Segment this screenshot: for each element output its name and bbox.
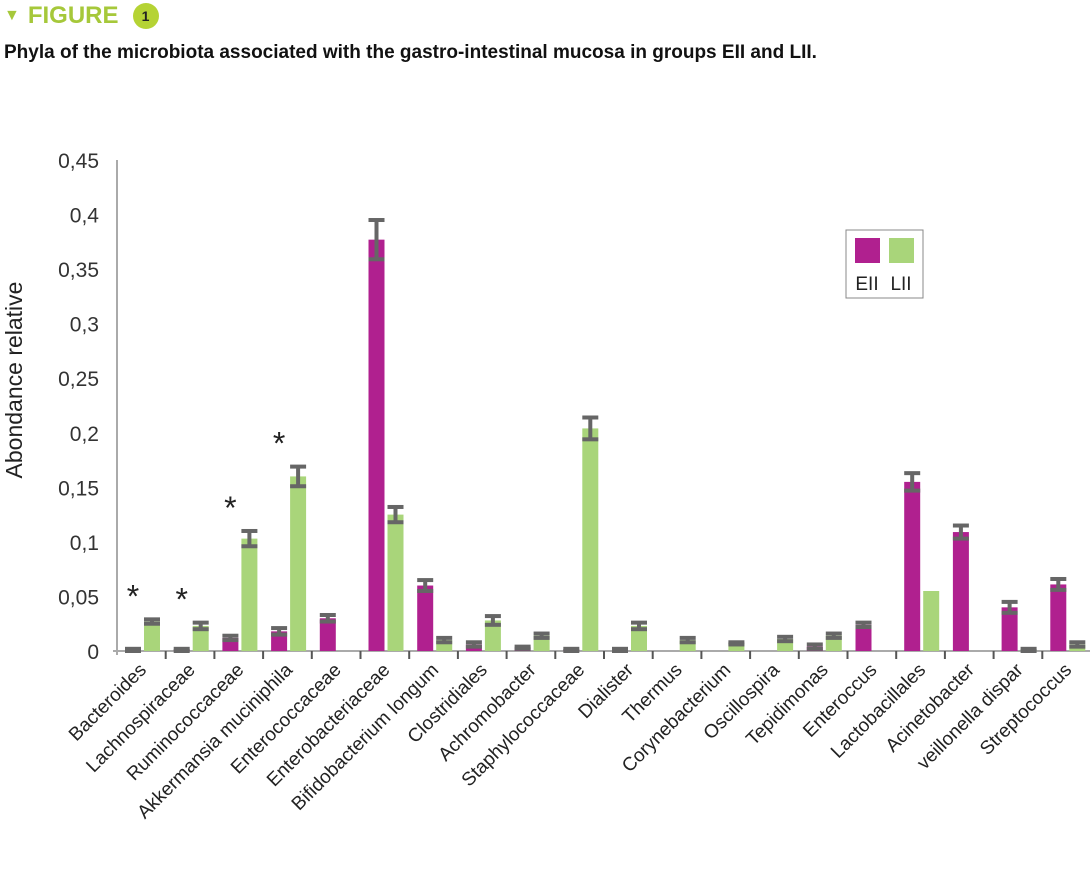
bar-lii <box>631 625 647 651</box>
error-bar <box>442 637 447 643</box>
error-bar <box>861 622 866 627</box>
error-bar <box>812 644 817 649</box>
error-bar <box>150 619 154 624</box>
error-bar <box>1026 648 1031 651</box>
legend-label-lii: LII <box>890 274 911 295</box>
y-tick-label: 0,05 <box>58 586 99 609</box>
chart-title: Phyla of the microbiota associated with … <box>4 42 817 63</box>
error-bar <box>179 648 184 651</box>
error-bar <box>1075 642 1080 647</box>
triangle-icon: ▼ <box>4 7 20 24</box>
error-bar <box>423 580 428 591</box>
error-bar <box>910 473 915 491</box>
bar-eii <box>319 618 336 651</box>
bar-eii <box>1050 584 1067 651</box>
y-tick-label: 0,25 <box>58 368 99 391</box>
y-tick-label: 0,15 <box>58 477 99 500</box>
error-bar <box>685 637 690 643</box>
error-bar <box>831 633 836 638</box>
legend-label-eii: EII <box>855 274 878 295</box>
error-bar <box>539 633 544 638</box>
error-bar <box>958 525 963 539</box>
bar-eii <box>952 532 969 651</box>
y-axis-label: Abondance relative <box>1 282 27 479</box>
bar-lii <box>290 476 307 651</box>
y-tick-label: 0,45 <box>58 150 99 173</box>
bar-lii <box>144 621 160 651</box>
significance-marker: * <box>127 578 139 614</box>
error-bar <box>588 417 593 440</box>
significance-marker: * <box>224 490 236 526</box>
y-tick-label: 0,35 <box>58 259 99 282</box>
bar-lii <box>582 428 599 651</box>
significance-marker: * <box>273 426 285 462</box>
y-tick-label: 0,3 <box>70 314 99 337</box>
error-bar <box>471 642 476 647</box>
figure-number: 1 <box>132 3 159 29</box>
bar-lii <box>679 640 696 651</box>
bar-lii <box>387 514 404 651</box>
error-bar <box>1056 578 1061 590</box>
bar-eii <box>417 585 434 651</box>
y-tick-label: 0,4 <box>70 205 100 228</box>
bar-lii <box>241 538 258 651</box>
error-bar <box>374 220 379 260</box>
y-tick-label: 0,2 <box>70 423 99 446</box>
bar-eii <box>904 481 921 651</box>
error-bar <box>490 616 495 625</box>
error-bar <box>569 648 574 651</box>
bar-eii <box>1001 607 1018 651</box>
figure-label: FIGURE <box>27 2 119 29</box>
error-bar <box>783 636 788 642</box>
bar-eii <box>855 624 872 651</box>
bar-lii <box>436 640 453 651</box>
error-bar <box>393 506 398 523</box>
error-bar <box>247 530 252 547</box>
error-bar <box>131 648 135 651</box>
significance-marker: * <box>175 582 187 618</box>
error-bar <box>734 642 739 645</box>
error-bar <box>296 466 301 487</box>
y-tick-label: 0,1 <box>70 532 99 555</box>
y-tick-label: 0 <box>87 641 99 664</box>
error-bar <box>228 635 233 641</box>
bar-lii <box>484 620 501 651</box>
error-bar <box>325 614 330 622</box>
error-bar <box>198 622 203 630</box>
error-bar <box>1007 601 1012 613</box>
legend-swatch-eii <box>855 238 880 263</box>
error-bar <box>618 648 622 651</box>
error-bar <box>277 628 282 635</box>
error-bar <box>520 646 525 649</box>
figure-header: ▼ FIGURE 1 <box>4 2 159 30</box>
legend-swatch-lii <box>889 238 914 263</box>
bar-lii <box>192 625 209 651</box>
bar-lii <box>923 590 940 651</box>
bar-eii <box>368 239 385 651</box>
bar-lii <box>728 643 745 651</box>
error-bar <box>637 622 641 630</box>
